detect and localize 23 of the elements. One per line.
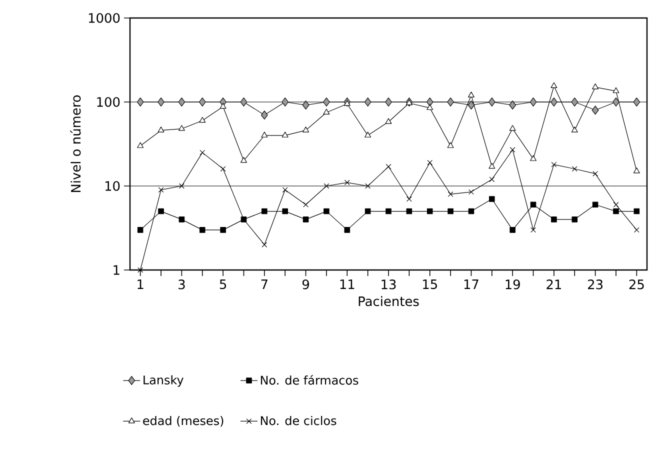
legend-label: No. de fármacos xyxy=(260,374,358,385)
y-axis-title: Nivel o número xyxy=(70,95,81,192)
x-tick-label: 13 xyxy=(382,280,396,290)
x-tick-label: 11 xyxy=(340,280,354,289)
x-tick-label: 1 xyxy=(138,280,144,289)
x-tick-label: 25 xyxy=(629,280,644,290)
x-tick-label: 9 xyxy=(302,280,309,290)
y-tick-label: 1000 xyxy=(88,13,120,23)
y-tick-label: 100 xyxy=(97,97,120,107)
x-axis-title: Pacientes xyxy=(358,296,419,306)
x-tick-label: 5 xyxy=(220,280,226,290)
legend-label: edad (meses) xyxy=(143,416,224,427)
legend-label: Lansky xyxy=(144,375,184,387)
x-tick-label: 17 xyxy=(464,280,478,289)
x-tick-label: 3 xyxy=(178,280,185,290)
x-tick-label: 15 xyxy=(423,280,437,290)
x-tick-label: 19 xyxy=(506,280,520,290)
y-tick-label: 10 xyxy=(105,181,120,191)
y-tick-label: 1 xyxy=(114,265,120,275)
legend-label: No. de ciclos xyxy=(260,416,336,426)
x-tick-label: 7 xyxy=(261,280,268,289)
x-tick-label: 23 xyxy=(588,280,603,290)
x-tick-label: 21 xyxy=(546,280,561,290)
